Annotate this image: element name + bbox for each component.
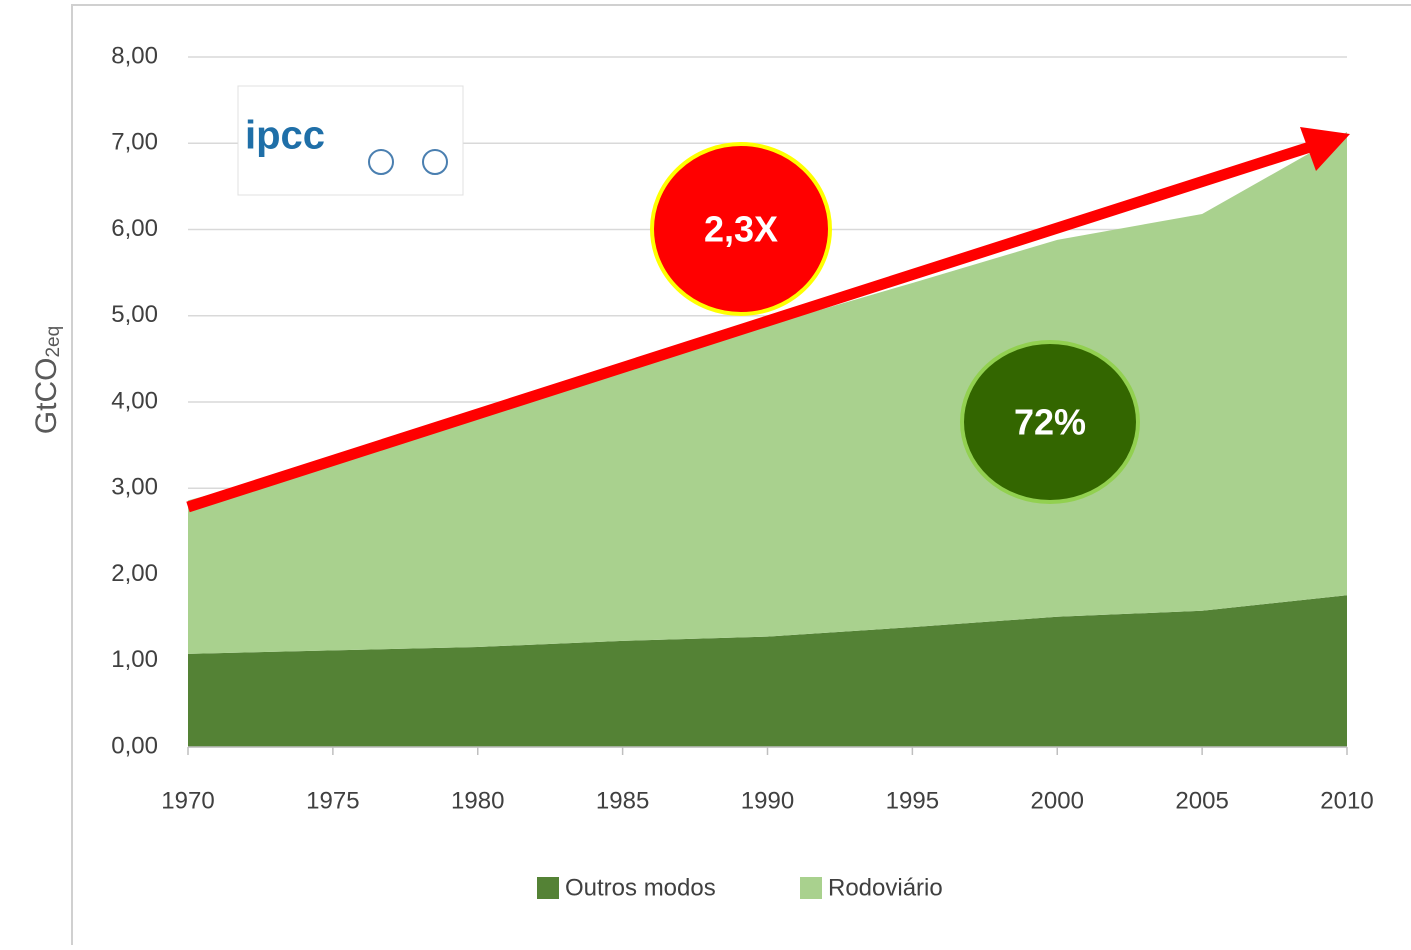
logo-emblem [422,149,448,175]
logo-text: ipcc [245,114,325,158]
y-tick-label: 0,00 [111,732,158,759]
y-tick-label: 5,00 [111,301,158,328]
x-tick-label: 1970 [161,787,214,814]
trend-arrow [186,127,1350,513]
logo-emblem [368,149,394,175]
legend-label: Outros modos [565,874,716,901]
annotation: 72% [1014,402,1086,443]
x-tick-label: 1990 [741,787,794,814]
y-tick-label: 6,00 [111,215,158,242]
y-label-sub: 2eq [43,326,64,358]
y-tick-label: 7,00 [111,129,158,156]
y-tick-label: 4,00 [111,387,158,414]
x-tick-label: 1995 [886,787,939,814]
legend-swatch [537,877,559,899]
x-tick-label: 1980 [451,787,504,814]
annotation-circle [960,340,1140,504]
y-axis-label: GtCO2eq [30,326,64,434]
y-tick-label: 8,00 [111,42,158,69]
x-tick-label: 1985 [596,787,649,814]
legend-swatch [800,877,822,899]
x-tick-label: 2010 [1320,787,1373,814]
axes: 0,00 1,00 2,00 3,00 4,00 5,00 6,00 7,00 8,00 1970… [111,42,1373,814]
x-tick-label: 1975 [306,787,359,814]
arrow-shaft [186,141,1312,513]
annotation-circle [650,142,832,316]
area [188,595,1347,747]
y-label-main: GtCO [30,358,63,435]
chart-frame [71,4,1411,950]
y-tick-label: 3,00 [111,474,158,501]
x-tick-label: 2005 [1175,787,1228,814]
y-tick-label: 1,00 [111,646,158,673]
x-tick-label: 2000 [1031,787,1084,814]
arrow-head [1300,127,1350,171]
annotation: 2,3X [704,209,778,250]
logo: ipcc [237,85,464,196]
legend-label: Rodoviário [828,874,943,901]
area [188,132,1347,654]
y-tick-label: 2,00 [111,560,158,587]
logo-box [237,85,464,196]
areas [188,132,1347,747]
legend: Outros modos Rodoviário [537,874,943,901]
